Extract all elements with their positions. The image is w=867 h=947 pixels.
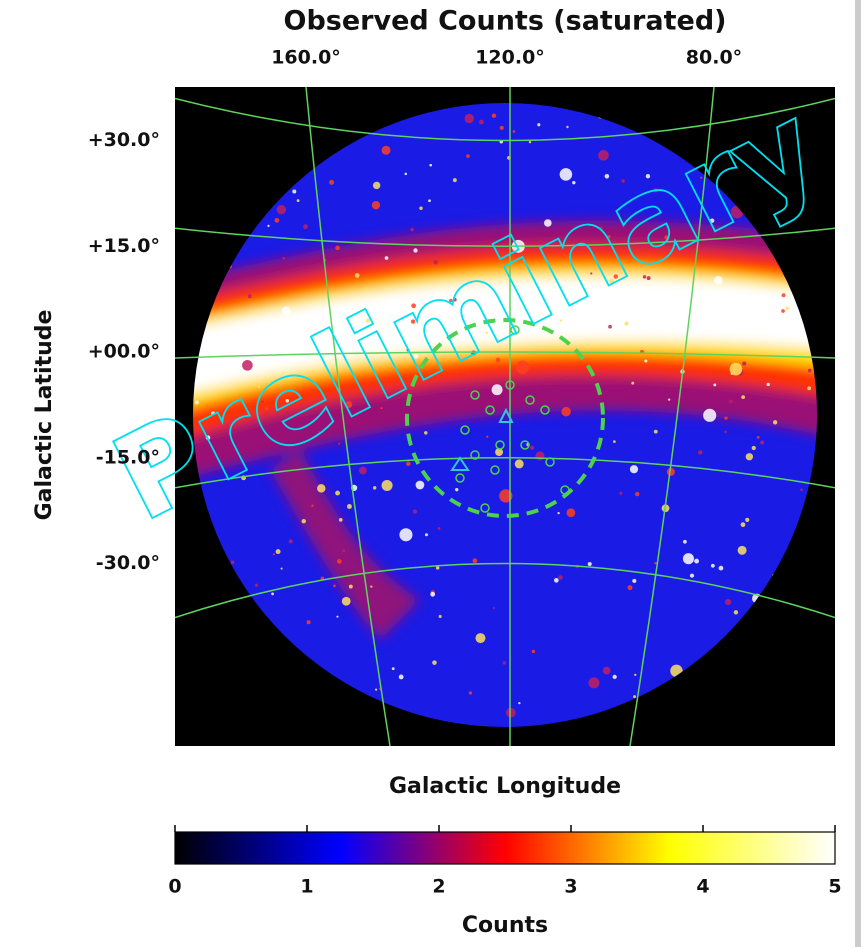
colorbar-tick-label: 3 xyxy=(564,876,577,898)
y-tick-label: +00.0° xyxy=(88,341,160,363)
roi-circle xyxy=(405,318,605,518)
x-axis-label: Galactic Longitude xyxy=(389,774,621,799)
roi-sources xyxy=(455,325,570,513)
chart-title: Observed Counts (saturated) xyxy=(284,6,727,37)
grid-line xyxy=(175,227,835,247)
y-tick-label: +15.0° xyxy=(88,235,160,257)
y-tick-label: +30.0° xyxy=(88,129,160,151)
x-tick-label: 160.0° xyxy=(271,47,341,69)
triangles xyxy=(450,407,514,471)
colorbar-tick-label: 5 xyxy=(828,876,841,898)
colorbar-label: Counts xyxy=(462,913,548,938)
x-tick-label: 120.0° xyxy=(475,47,545,69)
y-tick-label: -30.0° xyxy=(96,552,160,574)
y-axis-label: Galactic Latitude xyxy=(32,310,57,521)
colorbar xyxy=(174,831,836,865)
grid-line xyxy=(175,562,835,619)
colorbar-tick-label: 0 xyxy=(168,876,181,898)
colorbar-tick-label: 1 xyxy=(300,876,313,898)
x-tick-label: 80.0° xyxy=(686,47,742,69)
grid-line xyxy=(175,457,835,489)
grid-line xyxy=(175,351,835,359)
grid-line xyxy=(629,87,715,746)
y-tick-label: -15.0° xyxy=(96,446,160,468)
grid-line xyxy=(305,87,391,746)
sky-map xyxy=(175,87,835,746)
colorbar-tick-label: 4 xyxy=(696,876,709,898)
colorbar-tick-label: 2 xyxy=(432,876,445,898)
sky-disk xyxy=(193,103,817,727)
grid-line xyxy=(175,97,835,142)
